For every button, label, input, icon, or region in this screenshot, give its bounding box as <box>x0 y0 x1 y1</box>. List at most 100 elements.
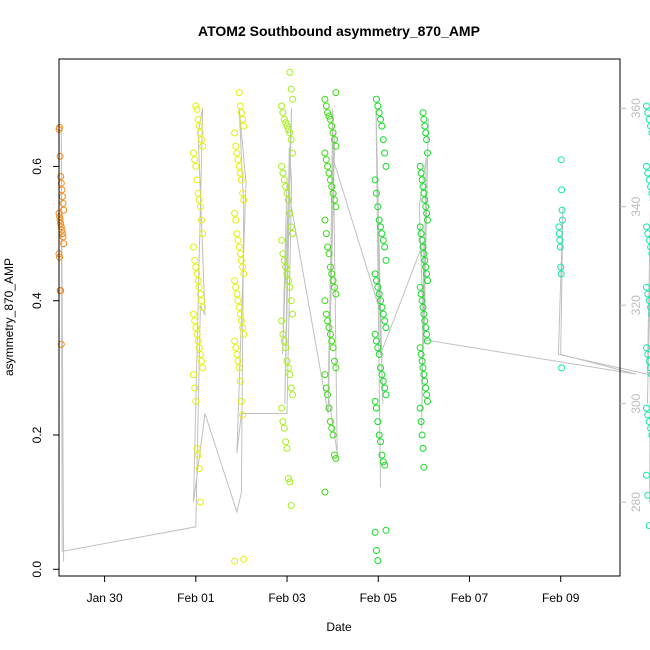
data-point <box>236 102 244 110</box>
data-point <box>278 162 286 170</box>
data-point <box>558 206 566 214</box>
data-point <box>326 176 334 184</box>
data-point <box>648 371 650 378</box>
data-point <box>322 102 330 110</box>
data-point <box>421 196 429 204</box>
data-point <box>236 310 244 318</box>
data-point <box>198 136 205 144</box>
data-point <box>416 283 424 291</box>
data-point <box>235 89 243 97</box>
data-point <box>375 350 383 358</box>
data-point <box>287 136 295 144</box>
data-point <box>289 95 296 103</box>
data-point <box>420 463 428 471</box>
data-point <box>57 223 65 231</box>
data-point <box>196 498 204 506</box>
data-point <box>279 330 287 338</box>
data-point <box>279 169 287 177</box>
data-point <box>322 230 330 238</box>
data-point <box>321 216 329 224</box>
data-point <box>280 424 288 432</box>
data-point <box>325 324 333 332</box>
data-point <box>375 216 383 224</box>
data-point <box>420 250 428 258</box>
secondary-line-layer <box>60 108 650 562</box>
y-tick-label: 0.2 <box>30 426 44 443</box>
data-point <box>332 142 340 150</box>
data-point <box>423 330 431 338</box>
data-point <box>423 391 431 399</box>
data-point <box>240 122 248 130</box>
data-point <box>283 122 291 130</box>
data-point <box>195 283 203 291</box>
data-point <box>645 176 650 184</box>
data-point <box>419 364 427 372</box>
data-point <box>322 384 330 392</box>
data-point <box>647 122 650 130</box>
data-point <box>235 243 243 251</box>
data-point <box>282 344 290 352</box>
data-point <box>329 189 337 197</box>
data-point <box>236 250 244 258</box>
data-point <box>382 526 390 534</box>
data-point <box>237 256 245 264</box>
data-point <box>379 310 387 318</box>
data-point <box>191 156 199 164</box>
data-point <box>321 297 329 305</box>
data-point <box>195 465 203 473</box>
data-point <box>191 384 199 392</box>
data-point <box>326 330 334 338</box>
data-point <box>284 364 292 372</box>
data-point <box>324 243 332 251</box>
data-point <box>557 270 565 278</box>
series-9 <box>643 102 650 530</box>
data-point <box>287 502 295 509</box>
data-point <box>419 444 427 452</box>
x-axis-label: Date <box>326 620 352 634</box>
data-point <box>422 203 430 211</box>
data-point <box>237 317 245 325</box>
data-point <box>325 112 333 120</box>
data-point <box>332 455 340 462</box>
data-point <box>325 250 333 258</box>
data-point <box>382 391 390 399</box>
data-point <box>417 230 425 238</box>
data-point <box>644 169 650 177</box>
data-point <box>56 124 64 131</box>
data-point <box>60 240 68 248</box>
data-point <box>278 102 286 110</box>
data-point <box>240 196 248 204</box>
data-point <box>647 183 650 191</box>
y2-tick-label: 300 <box>629 393 643 413</box>
data-point <box>647 303 650 311</box>
data-point <box>232 216 240 224</box>
data-point <box>421 122 429 130</box>
data-point <box>237 176 245 184</box>
data-point <box>193 330 201 338</box>
data-point <box>196 203 204 211</box>
data-point <box>378 451 386 459</box>
data-point <box>234 297 242 305</box>
data-point <box>231 337 239 345</box>
data-point <box>194 189 202 197</box>
data-point <box>416 223 424 231</box>
data-point <box>325 169 333 177</box>
series-4 <box>278 68 296 509</box>
data-point <box>374 418 382 426</box>
data-point <box>196 290 204 298</box>
x-axis: Jan 30 Feb 01 Feb 03 Feb 05 Feb 07 Feb 09 <box>87 576 580 605</box>
data-point <box>416 344 424 352</box>
data-point <box>325 404 333 412</box>
data-point <box>231 209 239 217</box>
data-point <box>56 152 64 160</box>
data-point <box>280 337 288 345</box>
data-point <box>286 283 294 291</box>
data-point <box>233 230 241 238</box>
data-point <box>195 344 203 352</box>
data-point <box>232 142 240 150</box>
data-point <box>193 444 201 452</box>
data-point <box>231 129 239 137</box>
data-point <box>328 337 336 345</box>
data-point <box>284 126 292 133</box>
